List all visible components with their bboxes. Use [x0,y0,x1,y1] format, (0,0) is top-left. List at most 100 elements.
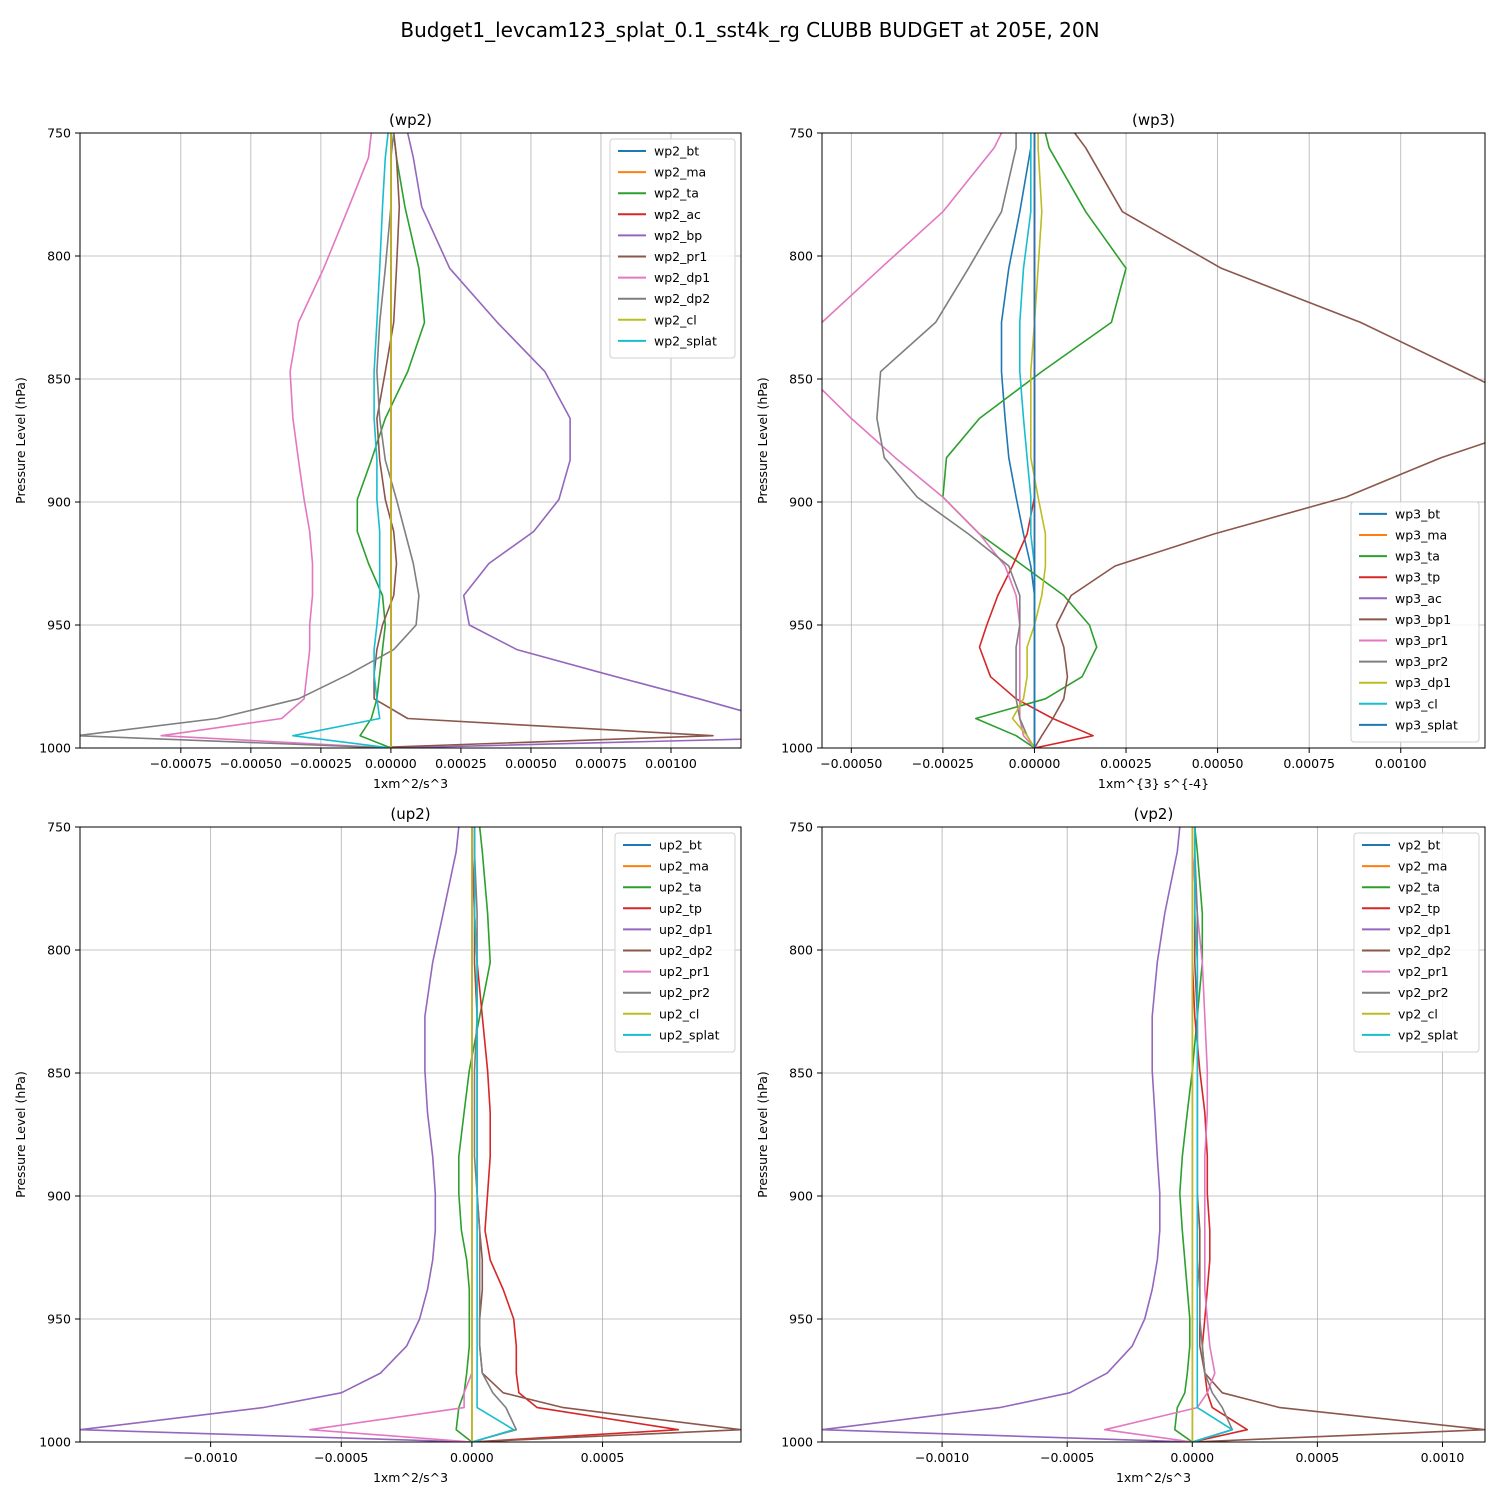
y-tick-label: 900 [789,1189,813,1204]
legend-label: up2_bt [659,838,702,853]
legend: wp2_bt wp2_ma wp2_ta wp2_ac wp2_bp wp2_pr1 wp2… [609,138,736,359]
series-line-up2_splat [471,827,515,1442]
x-tick-label: −0.00050 [820,756,882,771]
y-tick-label: 750 [47,126,71,141]
legend-label: vp2_splat [1398,1027,1458,1042]
panel-title: (vp2) [1134,805,1174,823]
y-tick-label: 950 [47,618,71,633]
legend-label: wp3_pr2 [1395,654,1448,669]
y-tick-label: 900 [47,1189,71,1204]
series-line-vp2_splat [1192,827,1234,1442]
y-tick-label: 850 [47,372,71,387]
y-axis-label: Pressure Level (hPa) [13,1071,28,1198]
figure-title: Budget1_levcam123_splat_0.1_sst4k_rg CLU… [400,18,1099,42]
legend-label: up2_pr1 [659,964,710,979]
plot-frame [79,132,742,749]
x-tick-label: 0.00050 [505,756,557,771]
y-tick-label: 800 [47,249,71,264]
series-line-up2_pr2 [471,827,518,1442]
legend-label: up2_pr2 [659,985,710,1000]
series-group [80,827,741,1442]
legend-label: vp2_ma [1398,859,1447,874]
legend-label: wp3_bt [1395,506,1440,521]
x-tick-label: −0.00050 [220,756,282,771]
y-tick-label: 850 [789,372,813,387]
x-tick-label: 0.0010 [1421,1450,1465,1465]
x-tick-label: 0.00050 [1192,756,1244,771]
x-tick-label: −0.0005 [1040,1450,1094,1465]
y-tick-label: 1000 [781,741,813,756]
legend-label: wp3_dp1 [1395,675,1451,690]
series-line-wp2_splat [292,133,391,748]
legend-label: wp2_bp [654,228,702,243]
x-axis-label: 1xm^2/s^3 [373,1470,448,1485]
panel-title: (up2) [390,805,430,823]
legend-label: up2_dp1 [659,922,713,937]
legend: vp2_bt vp2_ma vp2_ta vp2_tp vp2_dp1 vp2_dp2vp… [1353,832,1480,1053]
panels-container: −0.00075 −0.00050 −0.00025 0.00000 0.00025 0.… [13,111,1486,1485]
legend-label: wp3_ta [1395,549,1440,564]
panel-title: (wp3) [1132,111,1175,129]
series-line-wp3_pr1 [822,133,1036,748]
legend-label: vp2_pr1 [1398,964,1449,979]
legend-label: wp3_cl [1395,696,1438,711]
legend-label: up2_dp2 [659,943,713,958]
x-tick-label: 0.00075 [575,756,627,771]
series-line-wp3_pr2 [876,133,1036,748]
legend-label: vp2_ta [1398,880,1440,895]
legend-label: wp3_tp [1395,570,1440,585]
y-tick-label: 950 [789,618,813,633]
y-tick-label: 950 [47,1312,71,1327]
legend-label: wp3_ac [1395,591,1442,606]
series-line-wp3_tp [978,133,1094,748]
y-tick-label: 850 [47,1066,71,1081]
plot-frame [821,132,1486,749]
x-tick-label: 0.0000 [1170,1450,1214,1465]
series-line-vp2_dp2 [1192,827,1485,1442]
panel-title: (wp2) [389,111,432,129]
plot-frame [821,826,1486,1443]
series-group [822,133,1485,748]
y-tick-label: 850 [789,1066,813,1081]
y-axis-label: Pressure Level (hPa) [13,377,28,504]
plot-frame [79,826,742,1443]
legend: up2_bt up2_ma up2_ta up2_tp up2_dp1 up2_dp2up… [614,832,736,1053]
x-tick-label: 0.0000 [450,1450,494,1465]
legend-label: up2_splat [659,1027,720,1042]
series-line-wp2_bp [390,133,741,748]
x-tick-label: 0.00100 [645,756,697,771]
y-tick-label: 800 [789,249,813,264]
legend-label: wp2_dp2 [654,291,710,306]
legend-label: wp2_pr1 [654,249,707,264]
series-line-wp2_dp1 [160,133,391,748]
y-axis-label: Pressure Level (hPa) [755,377,770,504]
legend-label: vp2_cl [1398,1006,1438,1021]
series-line-wp3_bp1 [1033,133,1485,748]
y-tick-label: 1000 [39,741,71,756]
y-axis-label: Pressure Level (hPa) [755,1071,770,1198]
series-group [822,827,1485,1442]
panel-vp2: −0.0010 −0.0005 0.0000 0.0005 0.0010 750 800 85… [755,805,1486,1485]
x-tick-label: −0.00075 [150,756,212,771]
series-line-up2_dp1 [80,827,472,1442]
legend-label: vp2_dp1 [1398,922,1451,937]
x-tick-label: −0.0010 [184,1450,238,1465]
legend-label: up2_tp [659,901,702,916]
x-tick-label: 0.00000 [1009,756,1061,771]
x-tick-label: 0.00100 [1375,756,1427,771]
legend-label: wp3_pr1 [1395,633,1448,648]
x-tick-label: −0.0010 [915,1450,969,1465]
legend: wp3_bt wp3_ma wp3_ta wp3_tp wp3_ac wp3_bp1 wp3… [1350,501,1480,743]
legend-label: vp2_tp [1398,901,1440,916]
legend-label: vp2_pr2 [1398,985,1449,1000]
y-tick-label: 950 [789,1312,813,1327]
y-tick-label: 750 [789,820,813,835]
series-line-wp2_pr1 [362,133,714,748]
series-line-vp2_pr1 [1103,827,1216,1442]
y-tick-label: 750 [47,820,71,835]
x-tick-label: 0.00025 [1100,756,1152,771]
legend-label: wp2_splat [654,333,717,348]
x-axis-label: 1xm^{3} s^{-4} [1098,776,1209,791]
legend-label: wp2_ma [654,165,706,180]
panel-wp2: −0.00075 −0.00050 −0.00025 0.00000 0.00025 0.… [13,111,742,791]
